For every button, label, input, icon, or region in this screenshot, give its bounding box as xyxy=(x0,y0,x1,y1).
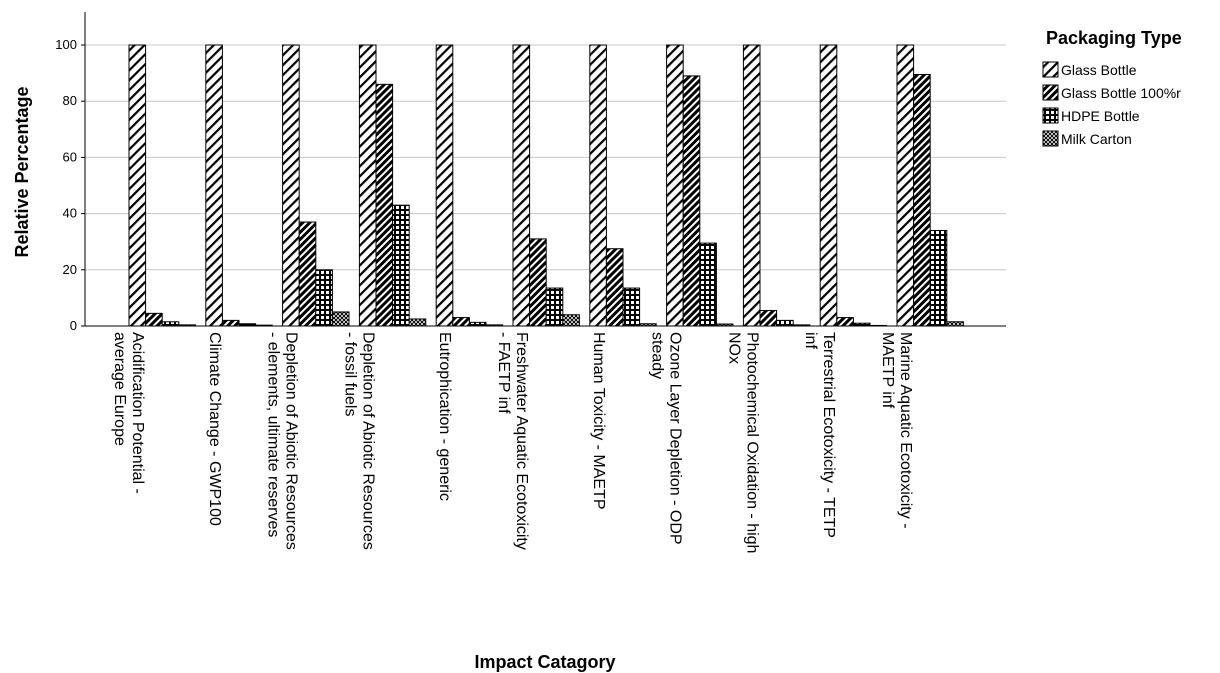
category-label: Climate Change - GWP100 xyxy=(206,332,223,526)
bar-glass-bottle-0 xyxy=(128,44,147,327)
bar-milk-carton-2 xyxy=(331,311,350,327)
legend-label: Glass Bottle xyxy=(1061,62,1137,78)
y-tick-label: 100 xyxy=(55,37,77,52)
bar-glass-bottle-100-r-7 xyxy=(682,75,701,327)
bar-hdpe-bottle-5 xyxy=(545,287,564,327)
legend-label: Glass Bottle 100%r xyxy=(1061,85,1181,101)
y-tick-label: 40 xyxy=(63,206,77,221)
category-label: Human Toxicity - MAETP xyxy=(590,332,607,510)
bars xyxy=(128,44,964,327)
bar-glass-bottle-10 xyxy=(896,44,915,327)
axes: 0 20 40 60 80 100 xyxy=(55,12,1006,333)
bar-hdpe-bottle-6 xyxy=(622,287,641,327)
category-label: Photochemical Oxidation - highNOx xyxy=(725,332,760,553)
category-label: Marine Aquatic Ecotoxicity -MAETP inf xyxy=(879,332,914,529)
legend-swatch xyxy=(1042,130,1059,147)
x-axis-title: Impact Catagory xyxy=(474,652,615,672)
bar-glass-bottle-3 xyxy=(358,44,377,327)
bar-hdpe-bottle-4 xyxy=(468,321,487,327)
bar-glass-bottle-7 xyxy=(666,44,684,327)
bar-milk-carton-3 xyxy=(408,318,427,327)
bar-glass-bottle-9 xyxy=(819,44,838,327)
y-tick-label: 20 xyxy=(63,262,77,277)
bar-glass-bottle-2 xyxy=(282,44,300,327)
bar-glass-bottle-100-r-5 xyxy=(529,238,547,327)
bar-glass-bottle-100-r-3 xyxy=(375,83,394,327)
bar-milk-carton-10 xyxy=(946,321,964,327)
bar-hdpe-bottle-2 xyxy=(315,269,333,327)
bar-glass-bottle-8 xyxy=(742,44,761,327)
legend-title: Packaging Type xyxy=(1046,28,1182,48)
category-label: Terrestrial Ecotoxicity - TETPinf xyxy=(802,332,837,538)
category-label: Depletion of Abiotic Resources- fossil f… xyxy=(341,332,376,550)
legend-label: Milk Carton xyxy=(1061,131,1132,147)
bar-glass-bottle-100-r-6 xyxy=(605,248,624,327)
bar-glass-bottle-100-r-2 xyxy=(298,221,317,327)
category-label: Depletion of Abiotic Resources- elements… xyxy=(265,332,300,550)
bar-glass-bottle-100-r-8 xyxy=(759,310,778,327)
y-tick-label: 0 xyxy=(70,318,77,333)
bar-glass-bottle-5 xyxy=(512,44,531,327)
category-label: Freshwater Aquatic Ecotoxicity- FAETP in… xyxy=(495,332,530,550)
bar-hdpe-bottle-8 xyxy=(776,319,794,327)
y-axis-title: Relative Percentage xyxy=(12,86,32,257)
legend-swatch xyxy=(1042,107,1059,124)
legend: Packaging Type Glass Bottle Glass Bottle … xyxy=(1042,28,1182,147)
legend-label: HDPE Bottle xyxy=(1061,108,1140,124)
bar-glass-bottle-4 xyxy=(435,44,454,327)
bar-glass-bottle-100-r-0 xyxy=(145,312,163,327)
category-label: Acidification Potential -average Europe xyxy=(111,332,146,494)
legend-swatch xyxy=(1042,84,1059,101)
gridlines xyxy=(85,44,1006,271)
bar-hdpe-bottle-7 xyxy=(699,242,717,327)
bar-hdpe-bottle-10 xyxy=(929,229,948,327)
bar-glass-bottle-6 xyxy=(589,44,607,327)
bar-glass-bottle-100-r-10 xyxy=(913,74,931,327)
legend-swatch xyxy=(1042,61,1059,78)
y-tick-label: 80 xyxy=(63,93,77,108)
bar-glass-bottle-1 xyxy=(205,44,223,327)
category-label: Eutrophication - generic xyxy=(436,332,453,501)
y-tick-label: 60 xyxy=(63,149,77,164)
bar-glass-bottle-100-r-1 xyxy=(221,319,240,327)
bar-glass-bottle-100-r-9 xyxy=(836,317,854,327)
bar-glass-bottle-100-r-4 xyxy=(452,317,470,327)
category-label: Ozone Layer Depletion - ODPsteady xyxy=(649,332,684,545)
bar-hdpe-bottle-3 xyxy=(392,204,410,327)
bar-milk-carton-5 xyxy=(562,314,580,327)
category-labels: Acidification Potential -average Europe C… xyxy=(111,332,914,553)
bar-hdpe-bottle-0 xyxy=(161,321,180,327)
